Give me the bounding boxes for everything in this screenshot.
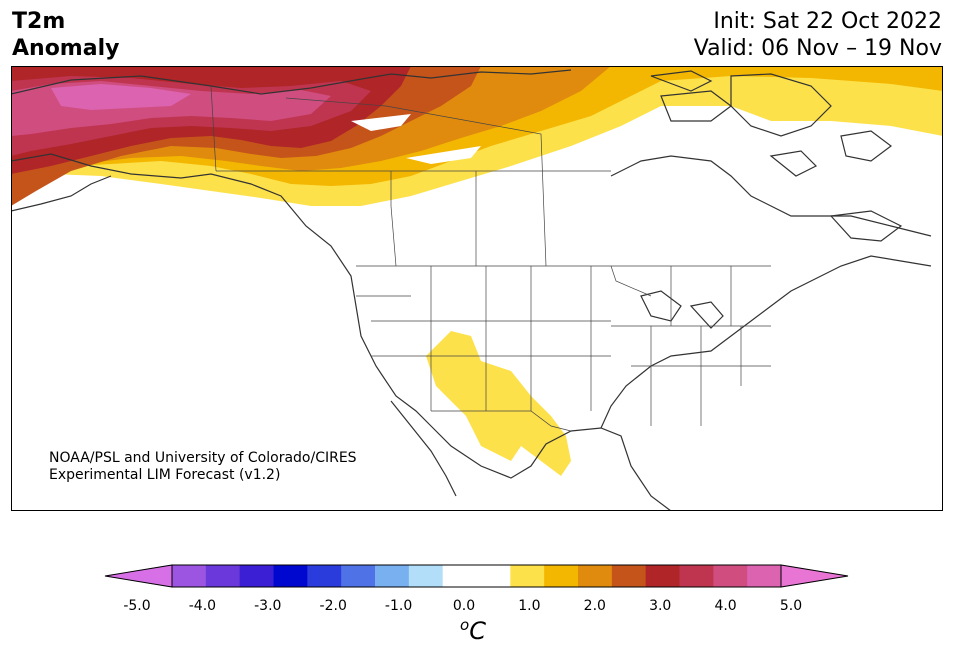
colorbar: -5.0 -4.0 -3.0 -2.0 -1.0 0.0 1.0 2.0 3.0 4.0 5.0 xyxy=(104,564,849,614)
map-frame xyxy=(11,66,943,511)
colorbar-cell xyxy=(578,565,613,587)
colorbar-cell xyxy=(408,565,444,587)
political-borders xyxy=(210,85,771,432)
colorbar-cell xyxy=(679,565,714,587)
title-line-2: Anomaly xyxy=(12,36,120,61)
colorbar-cell xyxy=(611,565,647,587)
anomaly-southwest xyxy=(426,331,571,476)
colorbar-tick-label: -2.0 xyxy=(320,598,347,614)
colorbar-cell xyxy=(341,565,376,587)
colorbar-frame xyxy=(171,564,782,588)
lake-patch-2 xyxy=(406,146,481,164)
colorbar-cell xyxy=(747,565,782,587)
lake-patch-3 xyxy=(481,176,511,182)
colorbar-extend-high xyxy=(780,564,849,588)
colorbar-cell xyxy=(172,565,207,587)
colorbar-cell xyxy=(645,565,680,587)
colorbar-cell xyxy=(307,565,342,587)
valid-range: Valid: 06 Nov – 19 Nov xyxy=(693,36,942,61)
coastlines xyxy=(11,69,932,511)
colorbar-tick-label: -4.0 xyxy=(189,598,216,614)
unit-label: oC xyxy=(460,616,486,645)
colorbar-tick-label: -5.0 xyxy=(123,598,150,614)
colorbar-tick-label: 4.0 xyxy=(714,598,736,614)
unit-letter: C xyxy=(469,617,486,645)
colorbar-cell xyxy=(273,565,308,587)
credit-text: NOAA/PSL and University of Colorado/CIRE… xyxy=(49,450,357,484)
colorbar-tick-label: 0.0 xyxy=(453,598,475,614)
colorbar-tick-label: 3.0 xyxy=(649,598,671,614)
colorbar-cell xyxy=(544,565,579,587)
colorbar-cell xyxy=(476,565,511,587)
credit-line-1: NOAA/PSL and University of Colorado/CIRE… xyxy=(49,450,357,466)
unit-degree: o xyxy=(460,616,470,634)
colorbar-cell xyxy=(375,565,410,587)
colorbar-cell xyxy=(713,565,748,587)
colorbar-cell xyxy=(205,565,241,587)
colorbar-tick-label: 2.0 xyxy=(584,598,606,614)
colorbar-cell xyxy=(510,565,545,587)
colorbar-tick-label: -1.0 xyxy=(385,598,412,614)
colorbar-tick-label: -3.0 xyxy=(254,598,281,614)
title-line-1: T2m xyxy=(12,9,66,34)
colorbar-extend-low xyxy=(104,564,173,588)
colorbar-cell xyxy=(442,565,477,587)
colorbar-tick-label: 1.0 xyxy=(518,598,540,614)
map-title: T2m Anomaly xyxy=(12,8,119,62)
colorbar-cells xyxy=(172,565,782,587)
init-date: Init: Sat 22 Oct 2022 xyxy=(713,9,942,34)
forecast-info: Init: Sat 22 Oct 2022 Valid: 06 Nov – 19… xyxy=(694,8,942,62)
colorbar-ticks: -5.0 -4.0 -3.0 -2.0 -1.0 0.0 1.0 2.0 3.0 4.0 5.0 xyxy=(123,598,802,614)
anomaly-band-40 xyxy=(51,84,191,110)
lake-patch-1 xyxy=(351,114,411,131)
colorbar-tick-label: 5.0 xyxy=(780,598,802,614)
anomaly-map xyxy=(11,66,943,511)
colorbar-cell xyxy=(239,565,274,587)
credit-line-2: Experimental LIM Forecast (v1.2) xyxy=(49,467,281,483)
